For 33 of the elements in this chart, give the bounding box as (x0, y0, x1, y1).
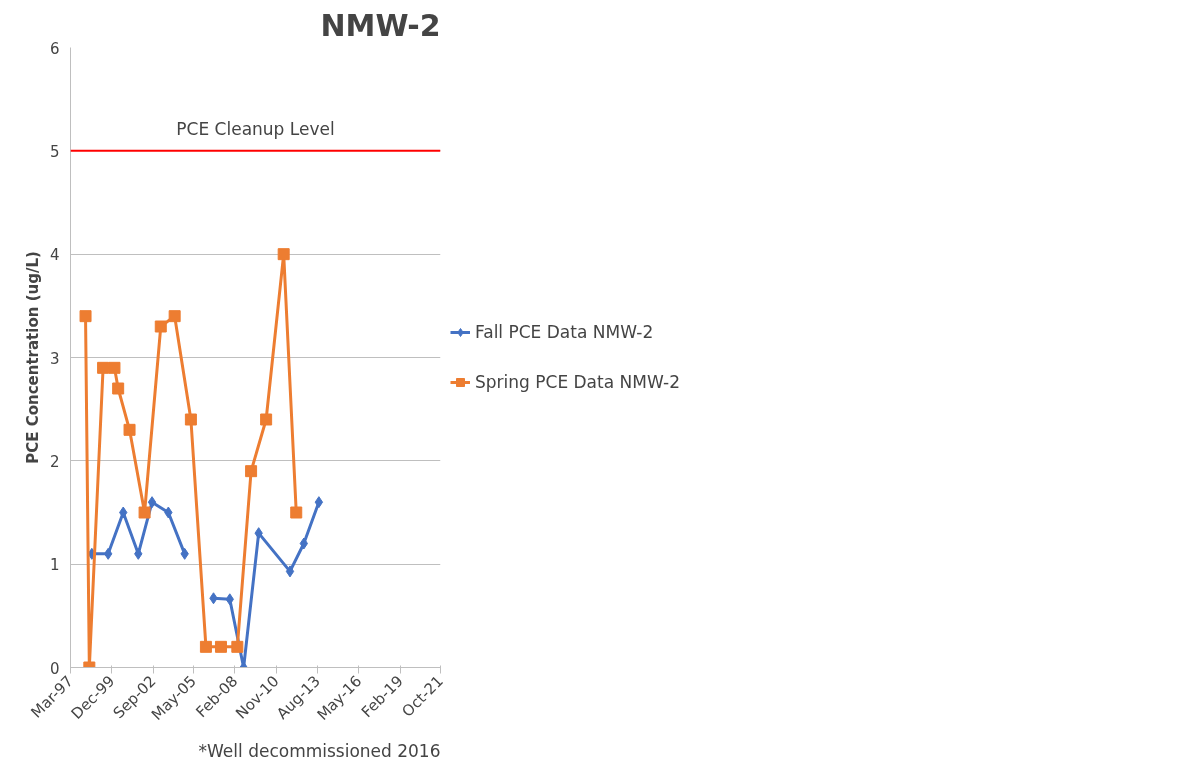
point (138, 506, 151, 519)
point (147, 496, 157, 509)
point (199, 640, 212, 653)
point (285, 565, 295, 578)
ref-line-label: PCE Cleanup Level (176, 118, 335, 139)
point (97, 361, 110, 374)
legend-label: Spring PCE Data NMW-2 (475, 372, 680, 392)
y-tick-label: 3 (49, 349, 60, 368)
point (108, 361, 121, 374)
point (184, 413, 197, 426)
point (123, 423, 136, 436)
y-axis-title: PCE Concentration (ug/L) (23, 251, 42, 464)
y-tick-label: 2 (49, 452, 60, 471)
chart-title: NMW-2 (320, 7, 441, 43)
point (260, 413, 273, 426)
point (112, 382, 125, 395)
point (79, 310, 92, 323)
y-tick-label: 5 (49, 142, 60, 161)
text: *Well decommissioned 2016 (198, 740, 441, 761)
point (214, 640, 227, 653)
point (277, 248, 290, 261)
point (154, 320, 167, 333)
point (168, 310, 181, 323)
point (103, 547, 113, 560)
y-tick-label: 6 (49, 39, 60, 58)
legend-label: Fall PCE Data NMW-2 (475, 322, 655, 342)
y-tick-label: 4 (49, 246, 60, 265)
point (314, 496, 324, 509)
point (231, 640, 244, 653)
y-tick-label: 0 (49, 659, 60, 678)
y-tick-label: 1 (49, 556, 60, 575)
point (245, 465, 258, 478)
point (290, 506, 303, 519)
